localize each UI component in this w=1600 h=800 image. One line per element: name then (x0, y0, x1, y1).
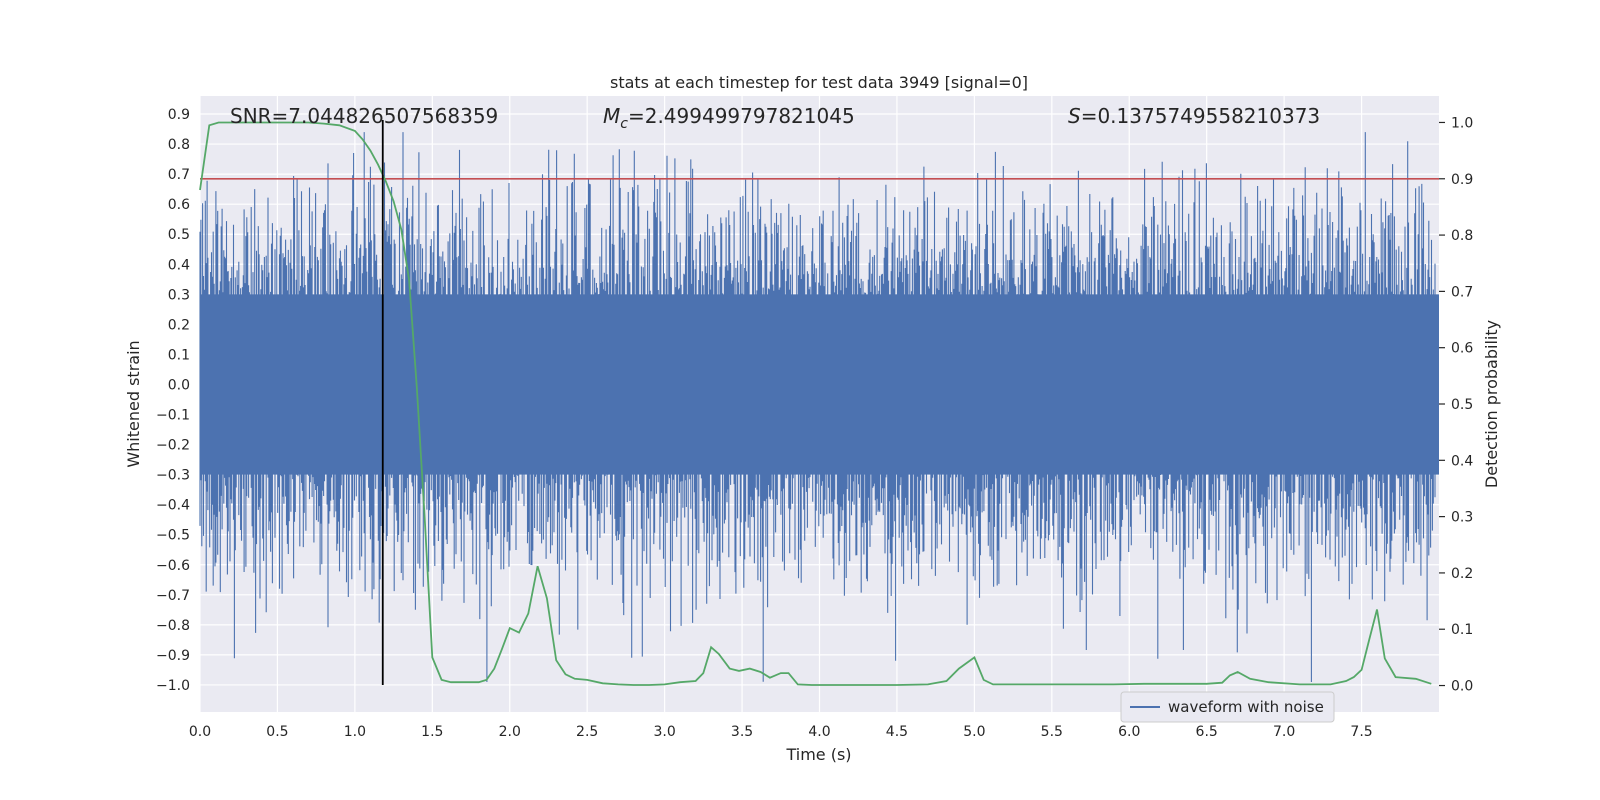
y-axis-label: Whitened strain (124, 340, 143, 467)
x-tick-label-0: 0.0 (189, 724, 211, 740)
s-symbol: S (1068, 104, 1081, 128)
chirp-mass-subscript: c (620, 116, 628, 132)
x-tick-label-11: 5.5 (1041, 724, 1063, 740)
y-tick-label-11: −0.2 (156, 438, 190, 454)
y-tick-label-13: −0.4 (156, 498, 190, 514)
y-tick-label-0: 0.9 (168, 107, 190, 123)
legend: waveform with noise (1120, 691, 1335, 723)
waveform-series (199, 132, 1439, 682)
y-tick-label-12: −0.3 (156, 468, 190, 484)
y-tick-label-16: −0.7 (156, 588, 190, 604)
y-tick-label-10: −0.1 (156, 408, 190, 424)
y-tick-label-7: 0.2 (168, 317, 190, 333)
x-tick-label-3: 1.5 (421, 724, 443, 740)
y-tick-label-19: −1.0 (156, 678, 190, 694)
chirp-mass-annotation: Mc=2.499499797821045 (603, 104, 855, 132)
x-tick-label-5: 2.5 (576, 724, 598, 740)
y2-axis-label: Detection probability (1482, 320, 1501, 488)
y-tick-label-2: 0.7 (168, 167, 190, 183)
probability-line (199, 121, 1432, 686)
legend-box (1120, 691, 1335, 723)
y-tick-label-6: 0.3 (168, 287, 190, 303)
y2-tick-label-8: 0.2 (1451, 566, 1473, 582)
y-axis-left: 0.9 0.8 0.7 0.6 0.5 0.4 0.3 0.2 0.1 0.0 −0.1 −0.2 −0… (156, 107, 190, 694)
y-tick-label-5: 0.4 (168, 257, 190, 273)
s-value: =0.1375749558210373 (1081, 104, 1320, 128)
y2-tick-label-1: 0.9 (1451, 172, 1473, 188)
y-tick-label-9: 0.0 (168, 377, 190, 393)
x-tick-label-12: 6.0 (1118, 724, 1140, 740)
x-tick-label-8: 4.0 (808, 724, 830, 740)
y-tick-label-3: 0.6 (168, 197, 190, 213)
y2-tick-label-9: 0.1 (1451, 622, 1473, 638)
y-axis-right: 1.0 0.9 0.8 0.7 0.6 0.5 0.4 0.3 0.2 0.1 0.0 (1439, 115, 1473, 695)
y2-tick-label-7: 0.3 (1451, 510, 1473, 526)
x-tick-label-1: 0.5 (266, 724, 288, 740)
y2-tick-label-4: 0.6 (1451, 341, 1473, 357)
overlays (199, 120, 1439, 686)
x-axis-label: Time (s) (785, 745, 851, 764)
y-tick-label-18: −0.9 (156, 648, 190, 664)
y-tick-label-1: 0.8 (168, 137, 190, 153)
y2-tick-label-6: 0.4 (1451, 453, 1473, 469)
s-annotation: S=0.1375749558210373 (1068, 104, 1320, 128)
y-tick-label-15: −0.6 (156, 558, 190, 574)
y-tick-label-17: −0.8 (156, 618, 190, 634)
y2-tick-label-10: 0.0 (1451, 679, 1473, 695)
chart-title: stats at each timestep for test data 394… (610, 73, 1028, 92)
x-tick-label-9: 4.5 (886, 724, 908, 740)
chirp-mass-value: =2.499499797821045 (628, 104, 855, 128)
waveform-core (200, 294, 1439, 475)
chirp-mass-symbol: M (603, 104, 620, 128)
y-tick-label-14: −0.5 (156, 528, 190, 544)
x-tick-label-7: 3.5 (731, 724, 753, 740)
y2-tick-label-3: 0.7 (1451, 284, 1473, 300)
x-tick-label-14: 7.0 (1273, 724, 1295, 740)
snr-annotation: SNR=7.044826507568359 (230, 104, 498, 128)
x-tick-label-15: 7.5 (1350, 724, 1372, 740)
x-tick-label-4: 2.0 (499, 724, 521, 740)
y-tick-label-8: 0.1 (168, 347, 190, 363)
y2-tick-label-0: 1.0 (1451, 115, 1473, 131)
y-tick-label-4: 0.5 (168, 227, 190, 243)
x-tick-label-10: 5.0 (963, 724, 985, 740)
x-tick-label-6: 3.0 (653, 724, 675, 740)
x-tick-label-13: 6.5 (1196, 724, 1218, 740)
y2-tick-label-5: 0.5 (1451, 397, 1473, 413)
y2-tick-label-2: 0.8 (1451, 228, 1473, 244)
legend-label: waveform with noise (1168, 698, 1324, 716)
x-axis: 0.0 0.5 1.0 1.5 2.0 2.5 3.0 3.5 4.0 4.5 5.0 5.5 6.0 6… (189, 724, 1373, 740)
x-tick-label-2: 1.0 (344, 724, 366, 740)
